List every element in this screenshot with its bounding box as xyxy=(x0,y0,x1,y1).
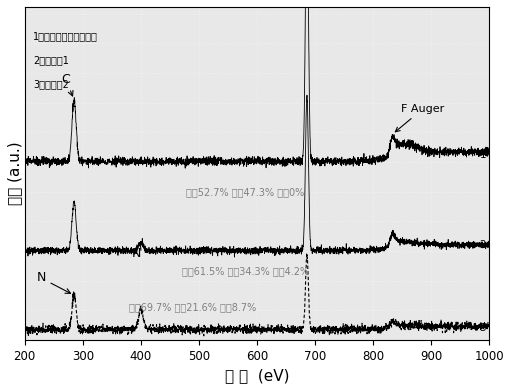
Text: 碳：69.7% 氟：21.6% 氮：8.7%: 碳：69.7% 氟：21.6% 氮：8.7% xyxy=(129,302,257,312)
Text: 2: 2 xyxy=(479,240,486,250)
Text: N: N xyxy=(132,245,142,260)
X-axis label: 键 能  (eV): 键 能 (eV) xyxy=(225,368,289,383)
Text: 碳：61.5% 氟：34.3% 氮：4.2%: 碳：61.5% 氟：34.3% 氮：4.2% xyxy=(182,266,309,276)
Y-axis label: 强度 (a.u.): 强度 (a.u.) xyxy=(7,142,22,205)
Text: F Auger: F Auger xyxy=(396,104,444,132)
Text: 1为未处理的氟化碳纤维: 1为未处理的氟化碳纤维 xyxy=(33,31,98,41)
Text: 3为实施例2: 3为实施例2 xyxy=(33,79,69,89)
Text: C: C xyxy=(61,73,73,96)
Text: F: F xyxy=(0,389,1,390)
Text: 碳：52.7% 氟：47.3% 氮：0%: 碳：52.7% 氟：47.3% 氮：0% xyxy=(186,187,305,197)
Text: 3: 3 xyxy=(479,323,486,333)
Text: 2为实施例1: 2为实施例1 xyxy=(33,55,69,65)
Text: 1: 1 xyxy=(479,150,486,160)
Text: N: N xyxy=(36,271,71,293)
